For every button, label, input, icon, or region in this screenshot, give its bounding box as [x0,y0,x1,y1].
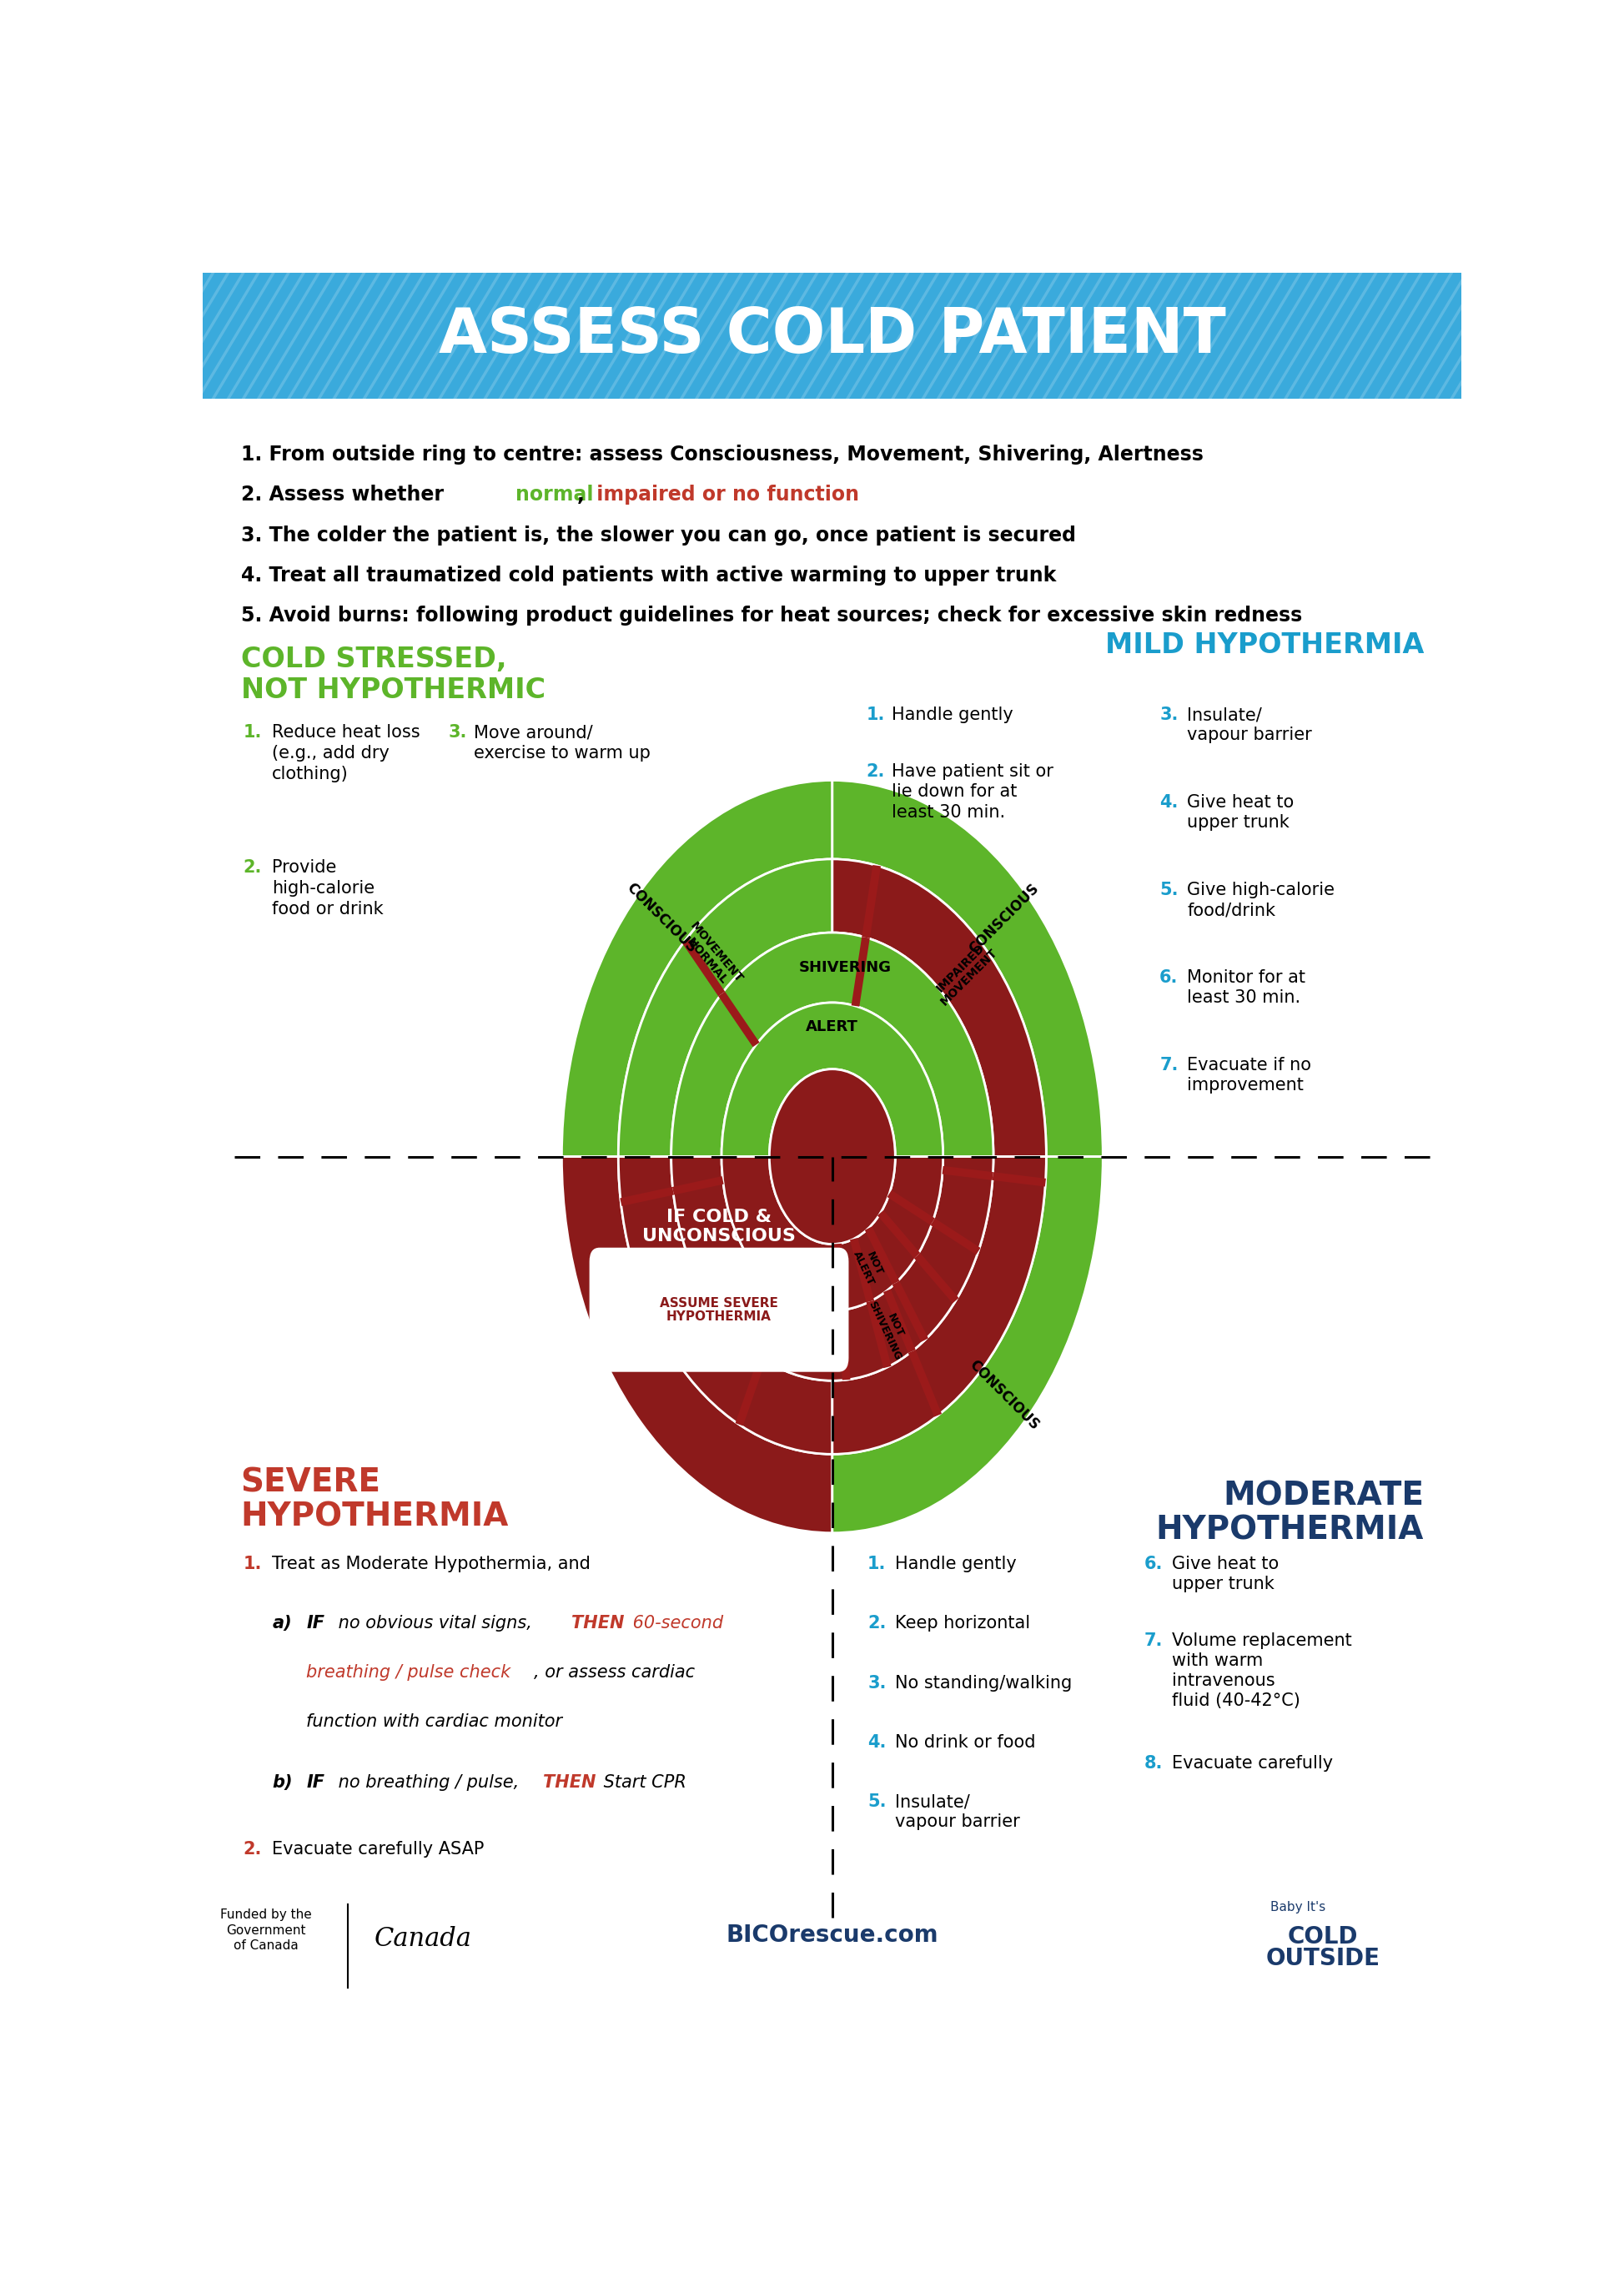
Text: 6.: 6. [1160,968,1177,986]
Text: MODERATE
HYPOTHERMIA: MODERATE HYPOTHERMIA [1156,1480,1424,1546]
Text: IMPAIRED
MOVEMENT: IMPAIRED MOVEMENT [931,936,1000,1007]
Text: Funded by the
Government
of Canada: Funded by the Government of Canada [221,1909,312,1953]
Text: Move around/
exercise to warm up: Move around/ exercise to warm up [474,725,650,761]
Wedge shape [671,932,994,1157]
Text: Baby It's: Baby It's [1270,1900,1325,1914]
Text: 3. The colder the patient is, the slower you can go, once patient is secured: 3. The colder the patient is, the slower… [240,525,1075,546]
Text: THEN: THEN [542,1775,596,1791]
Text: IF COLD &
UNCONSCIOUS: IF COLD & UNCONSCIOUS [643,1209,796,1246]
Wedge shape [721,1002,944,1157]
Wedge shape [619,859,831,1157]
Text: 5.: 5. [1160,882,1179,898]
Text: No standing/walking: No standing/walking [895,1675,1072,1691]
Text: CONSCIOUS: CONSCIOUS [966,1357,1041,1432]
Text: 2. Assess whether: 2. Assess whether [240,484,450,505]
Text: MOVEMENT
NORMAL: MOVEMENT NORMAL [679,921,745,993]
Text: Handle gently: Handle gently [892,707,1013,723]
Text: Canada: Canada [375,1925,473,1953]
Text: a): a) [273,1616,292,1632]
Text: no obvious vital signs,: no obvious vital signs, [333,1616,533,1632]
Text: 4. Treat all traumatized cold patients with active warming to upper trunk: 4. Treat all traumatized cold patients w… [240,566,1056,586]
Text: Give heat to
upper trunk: Give heat to upper trunk [1173,1555,1280,1593]
Text: impaired or no function: impaired or no function [590,484,859,505]
Text: THEN: THEN [572,1616,625,1632]
Text: Give heat to
upper trunk: Give heat to upper trunk [1187,793,1294,832]
Text: SEVERE
HYPOTHERMIA: SEVERE HYPOTHERMIA [240,1466,508,1532]
Text: Monitor for at
least 30 min.: Monitor for at least 30 min. [1187,968,1306,1007]
Text: , or assess cardiac: , or assess cardiac [534,1664,695,1680]
Text: 4.: 4. [867,1734,887,1750]
Text: 3.: 3. [867,1675,887,1691]
Text: SHIVERING: SHIVERING [799,959,892,975]
Text: 1. From outside ring to centre: assess Consciousness, Movement, Shivering, Alert: 1. From outside ring to centre: assess C… [240,446,1203,464]
Text: 3.: 3. [448,725,468,741]
Text: Volume replacement
with warm
intravenous
fluid (40-42°C): Volume replacement with warm intravenous… [1173,1632,1353,1709]
Text: CONSCIOUS: CONSCIOUS [624,880,698,957]
Text: 6.: 6. [1145,1555,1163,1573]
Text: 1.: 1. [866,707,885,723]
Text: Give high-calorie
food/drink: Give high-calorie food/drink [1187,882,1335,918]
Text: No drink or food: No drink or food [895,1734,1036,1750]
Text: Insulate/
vapour barrier: Insulate/ vapour barrier [1187,707,1312,743]
Text: 1.: 1. [244,1555,261,1573]
Text: MILD HYPOTHERMIA: MILD HYPOTHERMIA [1104,632,1424,659]
Text: Evacuate carefully: Evacuate carefully [1173,1755,1333,1773]
Text: 2.: 2. [244,859,261,875]
Text: IF: IF [307,1775,325,1791]
Wedge shape [721,1157,944,1312]
Wedge shape [831,1157,1046,1455]
Text: CONSCIOUS: CONSCIOUS [966,880,1041,957]
Text: b): b) [273,1775,292,1791]
Wedge shape [619,1157,831,1455]
Text: NOT
SHIVERING: NOT SHIVERING [866,1293,913,1362]
Text: breathing / pulse check: breathing / pulse check [307,1664,512,1680]
Text: ,: , [577,484,585,505]
Text: NOT
ALERT: NOT ALERT [851,1246,887,1287]
Wedge shape [831,1157,1103,1532]
Text: Handle gently: Handle gently [895,1555,1017,1573]
Wedge shape [671,1157,994,1380]
Text: 1.: 1. [867,1555,887,1573]
Text: Evacuate if no
improvement: Evacuate if no improvement [1187,1057,1312,1093]
Text: 5. Avoid burns: following product guidelines for heat sources; check for excessi: 5. Avoid burns: following product guidel… [240,607,1302,625]
Text: Have patient sit or
lie down for at
least 30 min.: Have patient sit or lie down for at leas… [892,764,1054,821]
Wedge shape [562,780,831,1157]
Text: 1.: 1. [244,725,261,741]
Text: 2.: 2. [867,1616,887,1632]
Text: Reduce heat loss
(e.g., add dry
clothing): Reduce heat loss (e.g., add dry clothing… [273,725,421,782]
Text: 8.: 8. [1145,1755,1163,1773]
Text: 60-second: 60-second [627,1616,723,1632]
Text: function with cardiac monitor: function with cardiac monitor [307,1714,562,1730]
Wedge shape [562,1157,831,1532]
Text: 3.: 3. [1160,707,1177,723]
FancyBboxPatch shape [203,273,1462,398]
Text: Insulate/
vapour barrier: Insulate/ vapour barrier [895,1793,1020,1830]
Text: ASSESS COLD PATIENT: ASSESS COLD PATIENT [438,305,1226,366]
Wedge shape [831,780,1103,1157]
Text: 2.: 2. [866,764,885,780]
Text: 7.: 7. [1145,1632,1163,1650]
Text: no breathing / pulse,: no breathing / pulse, [333,1775,518,1791]
FancyBboxPatch shape [590,1248,849,1373]
Text: Treat as Moderate Hypothermia, and: Treat as Moderate Hypothermia, and [273,1555,591,1573]
Text: Evacuate carefully ASAP: Evacuate carefully ASAP [273,1841,484,1857]
Text: ALERT: ALERT [806,1021,859,1034]
Text: Keep horizontal: Keep horizontal [895,1616,1031,1632]
Text: 7.: 7. [1160,1057,1177,1073]
Text: COLD
OUTSIDE: COLD OUTSIDE [1267,1925,1380,1971]
Wedge shape [831,859,1046,1157]
Circle shape [770,1068,895,1243]
Text: Start CPR: Start CPR [598,1775,687,1791]
Text: IF: IF [307,1616,325,1632]
Text: 5.: 5. [867,1793,887,1809]
Text: COLD STRESSED,
NOT HYPOTHERMIC: COLD STRESSED, NOT HYPOTHERMIC [240,646,546,705]
Text: BICOrescue.com: BICOrescue.com [726,1923,939,1948]
Text: Provide
high-calorie
food or drink: Provide high-calorie food or drink [273,859,383,916]
Text: 2.: 2. [244,1841,261,1857]
Text: 4.: 4. [1160,793,1177,811]
Text: normal: normal [515,484,593,505]
Text: ASSUME SEVERE
HYPOTHERMIA: ASSUME SEVERE HYPOTHERMIA [659,1298,778,1323]
